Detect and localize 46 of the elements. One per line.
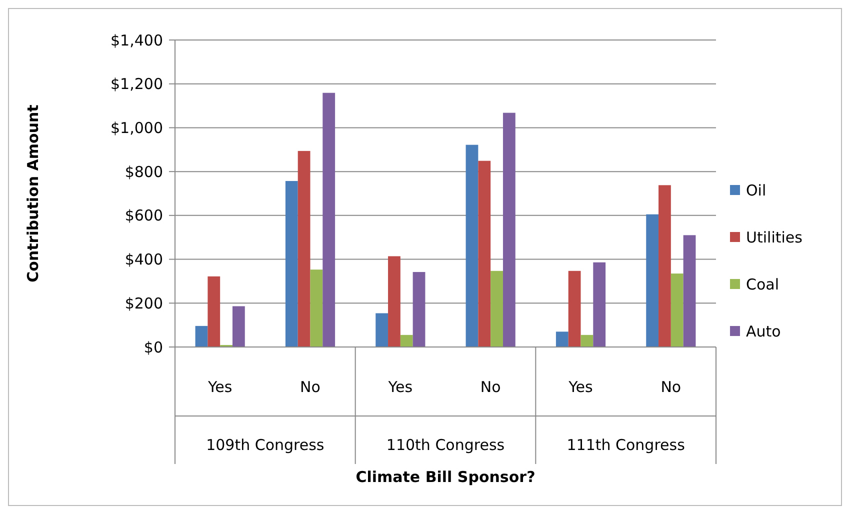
- bar: [298, 150, 310, 347]
- x-tick-label: No: [660, 378, 682, 396]
- x-tick-label: Yes: [568, 378, 594, 396]
- bar: [658, 185, 671, 347]
- bar: [412, 272, 426, 347]
- y-tick-label: $400: [124, 250, 163, 269]
- bar: [376, 313, 388, 347]
- y-tick-label: $200: [124, 294, 163, 312]
- y-tick-label: $1,000: [110, 118, 163, 137]
- bar: [580, 334, 594, 347]
- bar: [683, 235, 696, 347]
- x-tick-label: Yes: [387, 378, 413, 396]
- legend-label: Utilities: [746, 228, 803, 246]
- bar: [195, 326, 208, 347]
- bar: [568, 270, 581, 347]
- y-tick-label: $1,200: [110, 75, 163, 94]
- x-tick-label: No: [300, 378, 320, 396]
- x-axis-title: Climate Bill Sponsor?: [356, 468, 536, 486]
- bar: [502, 112, 516, 347]
- bar: [285, 181, 298, 347]
- text: 111th Congress: [566, 436, 686, 454]
- bar: [466, 144, 478, 347]
- bar: [646, 214, 659, 347]
- bar: [322, 92, 336, 347]
- bar: [478, 160, 491, 347]
- text: 109th Congress: [206, 436, 324, 454]
- y-axis-title: Contribution Amount: [24, 104, 42, 282]
- bar: [490, 270, 503, 347]
- x-tick-label: No: [480, 378, 501, 396]
- text: 110th Congress: [386, 436, 505, 454]
- bar: [388, 256, 400, 347]
- y-tick-label: $1,400: [110, 31, 163, 50]
- legend-label: Oil: [746, 181, 766, 200]
- bar: [208, 276, 220, 347]
- bar: [310, 270, 323, 347]
- bar: [556, 332, 568, 347]
- bar: [593, 262, 606, 347]
- bar: [400, 334, 413, 347]
- y-tick-label: $0: [144, 338, 163, 356]
- y-tick-label: $600: [124, 206, 163, 225]
- x-tick-label: Yes: [206, 378, 232, 396]
- bar: [232, 306, 245, 347]
- legend-label: Auto: [746, 322, 781, 340]
- y-tick-label: $800: [124, 162, 163, 181]
- bar: [670, 274, 684, 347]
- legend-label: Coal: [746, 275, 780, 294]
